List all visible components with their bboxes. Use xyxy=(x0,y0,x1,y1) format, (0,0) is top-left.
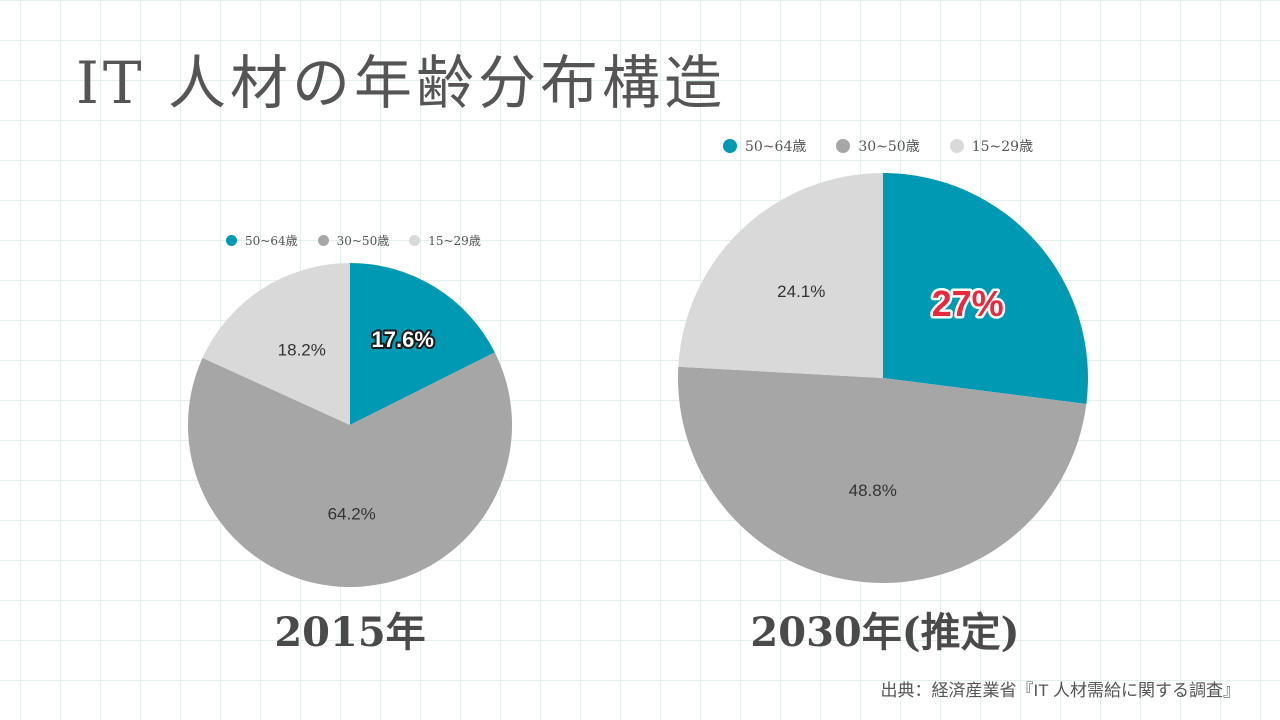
legend-swatch-50-64 xyxy=(226,235,237,246)
chart-legend: 50~64歳 30~50歳 15~29歳 xyxy=(723,136,1033,156)
legend-swatch-30-50 xyxy=(836,139,851,153)
page-title: IT 人材の年齢分布構造 xyxy=(76,49,727,117)
pie-svg: 27% 48.8% 24.1% xyxy=(678,173,1088,583)
pie-slice-30-50 xyxy=(188,352,512,587)
legend-label: 50~64歳 xyxy=(245,234,298,248)
slice-value-label: 18.2% xyxy=(278,341,326,360)
legend-item: 50~64歳 xyxy=(723,136,806,156)
pie-chart-2015: 50~64歳 30~50歳 15~29歳 17.6% 64.2% 18.2% xyxy=(180,225,525,595)
legend-label: 30~50歳 xyxy=(336,234,390,248)
source-citation: 出典：経済産業省『IT 人材需給に関する調査』 xyxy=(880,681,1240,700)
legend-swatch-50-64 xyxy=(723,139,737,153)
legend-item: 50~64歳 xyxy=(226,232,298,249)
pie-slice-15-29 xyxy=(678,173,883,378)
slice-value-label: 24.1% xyxy=(777,282,825,301)
legend-label: 15~29歳 xyxy=(428,234,481,248)
legend-swatch-30-50 xyxy=(317,235,329,246)
legend-item: 30~50歳 xyxy=(836,136,920,156)
pie-slice-30-50 xyxy=(678,366,1087,583)
legend-swatch-15-29 xyxy=(949,139,964,153)
legend-item: 30~50歳 xyxy=(317,232,390,249)
pie-slice-50-64 xyxy=(883,173,1088,405)
slice-value-label: 17.6% xyxy=(372,327,434,352)
chart-legend: 50~64歳 30~50歳 15~29歳 xyxy=(226,232,481,249)
pie-slice-15-29 xyxy=(202,263,350,425)
pie-svg: 17.6% 64.2% 18.2% xyxy=(188,263,512,587)
legend-swatch-15-29 xyxy=(409,235,421,246)
slice-value-label: 48.8% xyxy=(849,481,897,500)
legend-label: 30~50歳 xyxy=(858,139,920,155)
legend-item: 15~29歳 xyxy=(949,136,1034,156)
slice-value-label: 27% xyxy=(932,283,1004,324)
pie-slice-50-64 xyxy=(350,263,495,425)
legend-label: 15~29歳 xyxy=(971,139,1034,155)
legend-label: 50~64歳 xyxy=(745,139,807,155)
chart-label-2030: 2030年(推定) xyxy=(750,609,1020,656)
pie-chart-2030: 50~64歳 30~50歳 15~29歳 27% 48.8% 24.1% xyxy=(665,132,1105,592)
legend-item: 15~29歳 xyxy=(409,232,481,249)
chart-label-2015: 2015年 xyxy=(274,609,426,656)
slice-value-label: 64.2% xyxy=(328,505,376,524)
